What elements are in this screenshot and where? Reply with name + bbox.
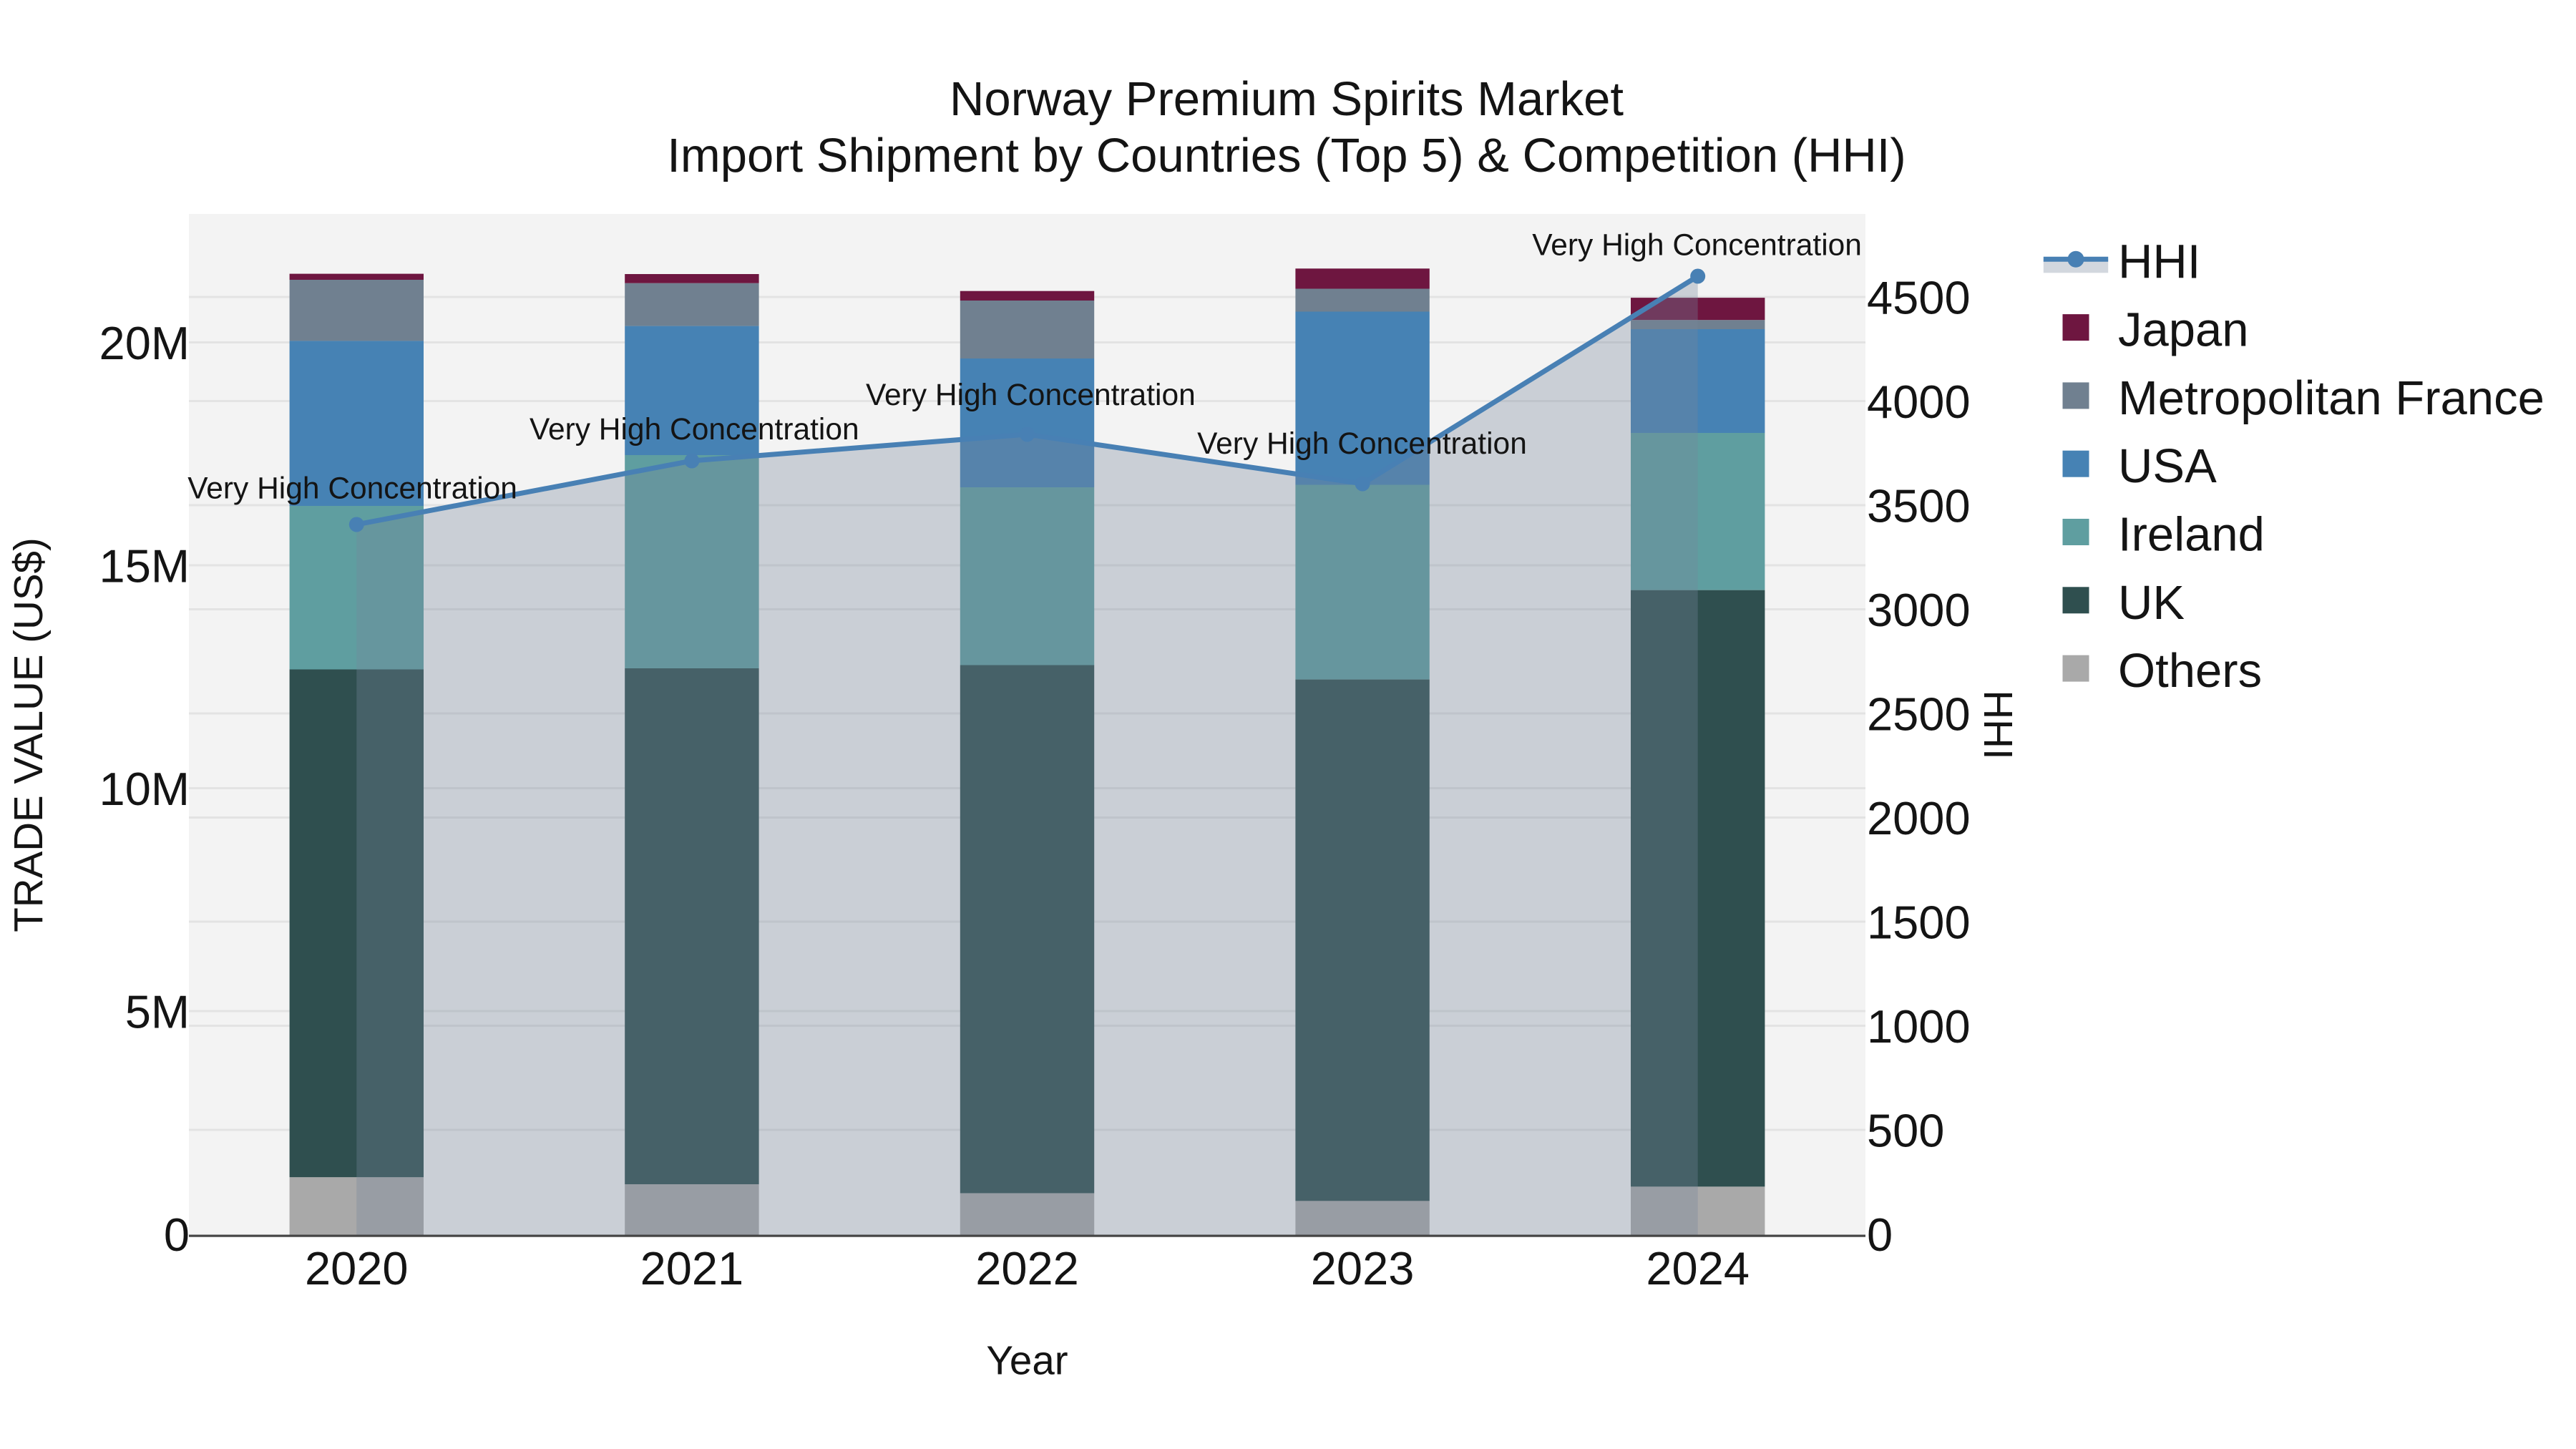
svg-text:20M: 20M [99,317,190,369]
svg-text:Very High Concentration: Very High Concentration [1197,427,1527,461]
svg-text:Norway Premium Spirits Market: Norway Premium Spirits Market [950,72,1624,126]
svg-text:Very High Concentration: Very High Concentration [187,472,517,506]
svg-text:2023: 2023 [1311,1242,1415,1294]
svg-text:Very High Concentration: Very High Concentration [1532,229,1862,263]
svg-text:Others: Others [2118,644,2262,698]
svg-text:3500: 3500 [1867,480,1971,532]
svg-text:2500: 2500 [1867,688,1971,741]
svg-text:5M: 5M [125,986,190,1038]
svg-text:Import Shipment by Countries (: Import Shipment by Countries (Top 5) & C… [667,129,1906,182]
svg-text:4000: 4000 [1867,376,1971,428]
svg-text:500: 500 [1867,1105,1944,1157]
svg-text:UK: UK [2118,576,2185,630]
svg-text:1000: 1000 [1867,1000,1971,1053]
svg-text:2000: 2000 [1867,792,1971,844]
svg-text:Very High Concentration: Very High Concentration [530,413,859,447]
svg-text:2021: 2021 [640,1242,744,1294]
svg-text:USA: USA [2118,439,2217,493]
svg-text:Metropolitan France: Metropolitan France [2118,371,2545,425]
svg-text:2024: 2024 [1646,1242,1750,1294]
svg-text:Year: Year [986,1337,1068,1382]
svg-text:2020: 2020 [305,1242,409,1294]
svg-text:HHI: HHI [2118,235,2200,288]
svg-text:15M: 15M [99,540,190,592]
svg-text:HHI: HHI [1976,690,2021,759]
svg-text:0: 0 [1867,1209,1893,1261]
svg-text:4500: 4500 [1867,272,1971,324]
svg-text:0: 0 [164,1209,190,1261]
svg-text:10M: 10M [99,763,190,815]
svg-text:TRADE VALUE (US$): TRADE VALUE (US$) [6,537,51,932]
svg-text:3000: 3000 [1867,584,1971,636]
svg-text:Japan: Japan [2118,303,2249,357]
svg-text:Ireland: Ireland [2118,508,2265,562]
svg-text:Very High Concentration: Very High Concentration [866,379,1196,412]
svg-text:1500: 1500 [1867,897,1971,949]
svg-text:2022: 2022 [975,1242,1079,1294]
